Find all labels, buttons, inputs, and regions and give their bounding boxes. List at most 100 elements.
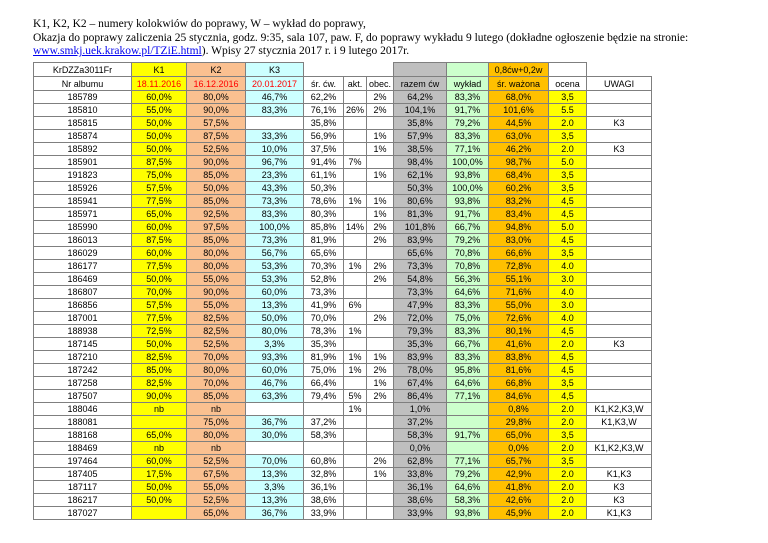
cell-uwagi: K3 — [586, 337, 653, 351]
cell-razem-cw: 81,3% — [393, 207, 448, 221]
group-ocena-cell — [548, 62, 588, 77]
cell-album: 186177 — [33, 259, 132, 273]
cell-k1: 90,0% — [131, 389, 187, 403]
cell-razem-cw: 98,4% — [393, 155, 448, 169]
cell-k3: 73,3% — [245, 233, 304, 247]
cell-k2: 67,5% — [186, 467, 246, 481]
cell-obec: 2% — [366, 454, 395, 468]
cell-razem-cw: 101,8% — [393, 220, 448, 234]
cell-sr-wazona: 45,9% — [488, 506, 550, 520]
cell-sr-cw: 37,5% — [303, 142, 344, 156]
cell-sr-wazona: 94,8% — [488, 220, 550, 234]
group-k3-cell: K3 — [245, 62, 304, 77]
cell-uwagi: K3 — [586, 116, 653, 130]
cell-razem-cw: 37,2% — [393, 415, 448, 429]
cell-obec: 2% — [366, 311, 395, 325]
cell-ocena: 4.0 — [548, 285, 588, 299]
col-header-akt: akt. — [342, 76, 368, 91]
cell-album: 185810 — [33, 103, 132, 117]
cell-uwagi — [586, 220, 653, 234]
cell-k2: 90,0% — [186, 155, 246, 169]
table-row: 188081 75,0% 36,7% 37,2% 37,2% 29,8% 2.0 K1,K3,… — [33, 415, 653, 429]
cell-ocena: 5.5 — [548, 103, 588, 117]
cell-sr-cw: 38,6% — [303, 493, 344, 507]
cell-ocena: 2.0 — [548, 506, 588, 520]
course-page-link[interactable]: www.smkj.uek.krakow.pl/TZiE.html — [33, 45, 202, 58]
cell-k2: 80,0% — [186, 363, 246, 377]
cell-album: 185901 — [33, 155, 132, 169]
cell-sr-wazona: 65,0% — [488, 428, 550, 442]
cell-razem-cw: 54,8% — [393, 272, 448, 286]
cell-sr-cw: 35,3% — [303, 337, 344, 351]
cell-razem-cw: 36,1% — [393, 480, 448, 494]
table-row: 185789 60,0% 80,0% 46,7% 62,2% 2% 64,2% 83,3% 68… — [33, 90, 653, 104]
cell-ocena: 3,5 — [548, 181, 588, 195]
cell-k1: 60,0% — [131, 220, 187, 234]
cell-k1: 65,0% — [131, 207, 187, 221]
cell-album: 185815 — [33, 116, 132, 130]
cell-ocena: 2.0 — [548, 493, 588, 507]
cell-sr-cw: 33,9% — [303, 506, 344, 520]
cell-razem-cw: 72,0% — [393, 311, 448, 325]
cell-wyklad: 77,1% — [446, 389, 490, 403]
cell-ocena: 2.0 — [548, 402, 588, 416]
cell-sr-wazona: 44,5% — [488, 116, 550, 130]
grades-table: KrDZZa3011Fr K1 K2 K3 0,8ćw+0,2w Nr albu… — [33, 62, 653, 520]
cell-k1: 72,5% — [131, 324, 187, 338]
cell-razem-cw: 79,3% — [393, 324, 448, 338]
cell-sr-wazona: 81,6% — [488, 363, 550, 377]
cell-k3: 100,0% — [245, 220, 304, 234]
cell-sr-wazona: 72,8% — [488, 259, 550, 273]
cell-akt: 1% — [342, 194, 368, 208]
cell-k1: 77,5% — [131, 259, 187, 273]
cell-razem-cw: 73,3% — [393, 285, 448, 299]
table-row: 185926 57,5% 50,0% 43,3% 50,3% 50,3% 100,0% 60,… — [33, 181, 653, 195]
cell-k1: 60,0% — [131, 90, 187, 104]
cell-sr-cw: 80,3% — [303, 207, 344, 221]
table-row: 185892 50,0% 52,5% 10,0% 37,5% 1% 38,5% 77,1% 46… — [33, 142, 653, 156]
cell-album: 185990 — [33, 220, 132, 234]
cell-k2: 80,0% — [186, 90, 246, 104]
cell-uwagi: K1,K2,K3,W — [586, 402, 653, 416]
cell-ocena: 3,5 — [548, 246, 588, 260]
cell-sr-wazona: 71,6% — [488, 285, 550, 299]
cell-obec — [366, 441, 395, 455]
table-row: 186807 70,0% 90,0% 60,0% 73,3% 73,3% 64,6% 71,6… — [33, 285, 653, 299]
cell-sr-cw: 78,3% — [303, 324, 344, 338]
cell-sr-wazona: 83,0% — [488, 233, 550, 247]
cell-wyklad: 77,1% — [446, 454, 490, 468]
cell-wyklad: 70,8% — [446, 246, 490, 260]
cell-razem-cw: 38,5% — [393, 142, 448, 156]
cell-k1: 17,5% — [131, 467, 187, 481]
cell-k3 — [245, 441, 304, 455]
cell-obec: 1% — [366, 350, 395, 364]
intro-line-3: www.smkj.uek.krakow.pl/TZiE.html). Wpisy… — [33, 45, 753, 59]
cell-obec: 2% — [366, 272, 395, 286]
cell-album: 187507 — [33, 389, 132, 403]
cell-uwagi — [586, 389, 653, 403]
cell-album: 187242 — [33, 363, 132, 377]
cell-uwagi: K1,K3,W — [586, 415, 653, 429]
cell-k1: 57,5% — [131, 298, 187, 312]
cell-album: 185971 — [33, 207, 132, 221]
cell-razem-cw: 38,6% — [393, 493, 448, 507]
cell-ocena: 5.0 — [548, 155, 588, 169]
cell-razem-cw: 83,9% — [393, 233, 448, 247]
cell-obec — [366, 337, 395, 351]
cell-wyklad: 83,3% — [446, 350, 490, 364]
group-spacer — [304, 63, 394, 77]
cell-akt: 1% — [342, 259, 368, 273]
table-row: 185941 77,5% 85,0% 73,3% 78,6% 1% 1% 80,6% 93,8%… — [33, 194, 653, 208]
cell-ocena: 4,5 — [548, 350, 588, 364]
cell-k3: 36,7% — [245, 506, 304, 520]
cell-akt — [342, 376, 368, 390]
cell-k1: 50,0% — [131, 337, 187, 351]
table-row: 191823 75,0% 85,0% 23,3% 61,1% 1% 62,1% 93,8% 68… — [33, 168, 653, 182]
cell-k3: 63,3% — [245, 389, 304, 403]
cell-razem-cw: 33,8% — [393, 467, 448, 481]
cell-razem-cw: 1,0% — [393, 402, 448, 416]
cell-akt — [342, 506, 368, 520]
cell-k3 — [245, 402, 304, 416]
cell-sr-cw: 56,9% — [303, 129, 344, 143]
cell-akt — [342, 337, 368, 351]
